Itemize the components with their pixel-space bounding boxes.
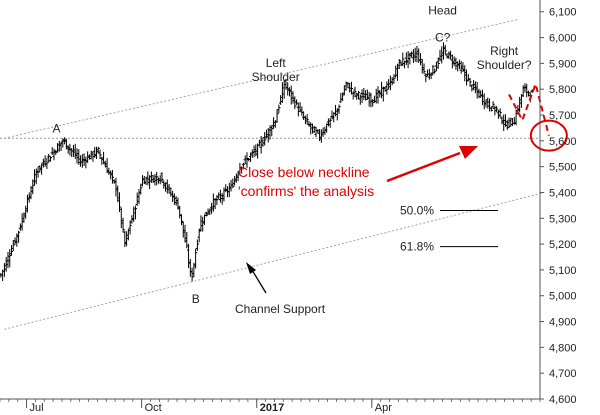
y-tick-label: 4,600 — [549, 394, 577, 406]
price-bars — [0, 42, 534, 282]
target-circle — [529, 119, 568, 152]
annotation-arrow — [386, 151, 461, 183]
x-tick-label: Apr — [375, 402, 392, 414]
y-tick-label: 5,700 — [549, 110, 577, 122]
annotation-arrowhead — [459, 146, 478, 159]
wave-label-a: A — [53, 122, 61, 136]
channel-support-label: Channel Support — [235, 302, 326, 316]
x-tick-label: Oct — [145, 402, 162, 414]
y-tick-label: 6,000 — [549, 33, 577, 45]
fib-50-label: 50.0% — [400, 204, 434, 218]
support-arrowhead — [246, 262, 256, 274]
y-tick-label: 5,800 — [549, 84, 577, 96]
y-tick-label: 5,200 — [549, 239, 577, 251]
x-tick-label: 2017 — [260, 402, 284, 414]
y-tick-label: 5,400 — [549, 187, 577, 199]
wave-label-b: B — [192, 292, 200, 306]
head-label: Head — [428, 3, 457, 17]
neckline-annotation-line2: 'confirms' the analysis — [238, 183, 374, 199]
y-tick-label: 5,000 — [549, 291, 577, 303]
y-tick-label: 5,100 — [549, 265, 577, 277]
y-tick-label: 5,500 — [549, 162, 577, 174]
y-tick-label: 5,600 — [549, 136, 577, 148]
y-tick-label: 4,900 — [549, 317, 577, 329]
y-tick-label: 5,900 — [549, 58, 577, 70]
wave-label-c: C? — [435, 31, 451, 45]
left-shoulder-label-line2: Shoulder — [252, 70, 300, 84]
right-shoulder-label-line2: Shoulder? — [477, 58, 532, 72]
y-tick-label: 5,300 — [549, 213, 577, 225]
y-tick-label: 4,800 — [549, 342, 577, 354]
support-arrow — [251, 269, 267, 294]
left-shoulder-label-line1: Left — [266, 56, 287, 70]
y-tick-label: 6,100 — [549, 7, 577, 19]
right-shoulder-label-line1: Right — [490, 44, 519, 58]
chart-annotations: A B Head C? Left Shoulder Right Shoulder… — [53, 3, 568, 316]
neckline-annotation-line1: Close below neckline — [238, 164, 370, 180]
x-tick-label: Jul — [30, 402, 44, 414]
channel-lower-line — [4, 192, 545, 330]
y-tick-label: 4,700 — [549, 368, 577, 380]
fib-618-label: 61.8% — [400, 240, 434, 254]
projection-path — [508, 80, 550, 136]
chart-axes: 4,600 4,700 4,800 4,900 5,000 5,100 5,200 5,300… — [0, 0, 577, 414]
